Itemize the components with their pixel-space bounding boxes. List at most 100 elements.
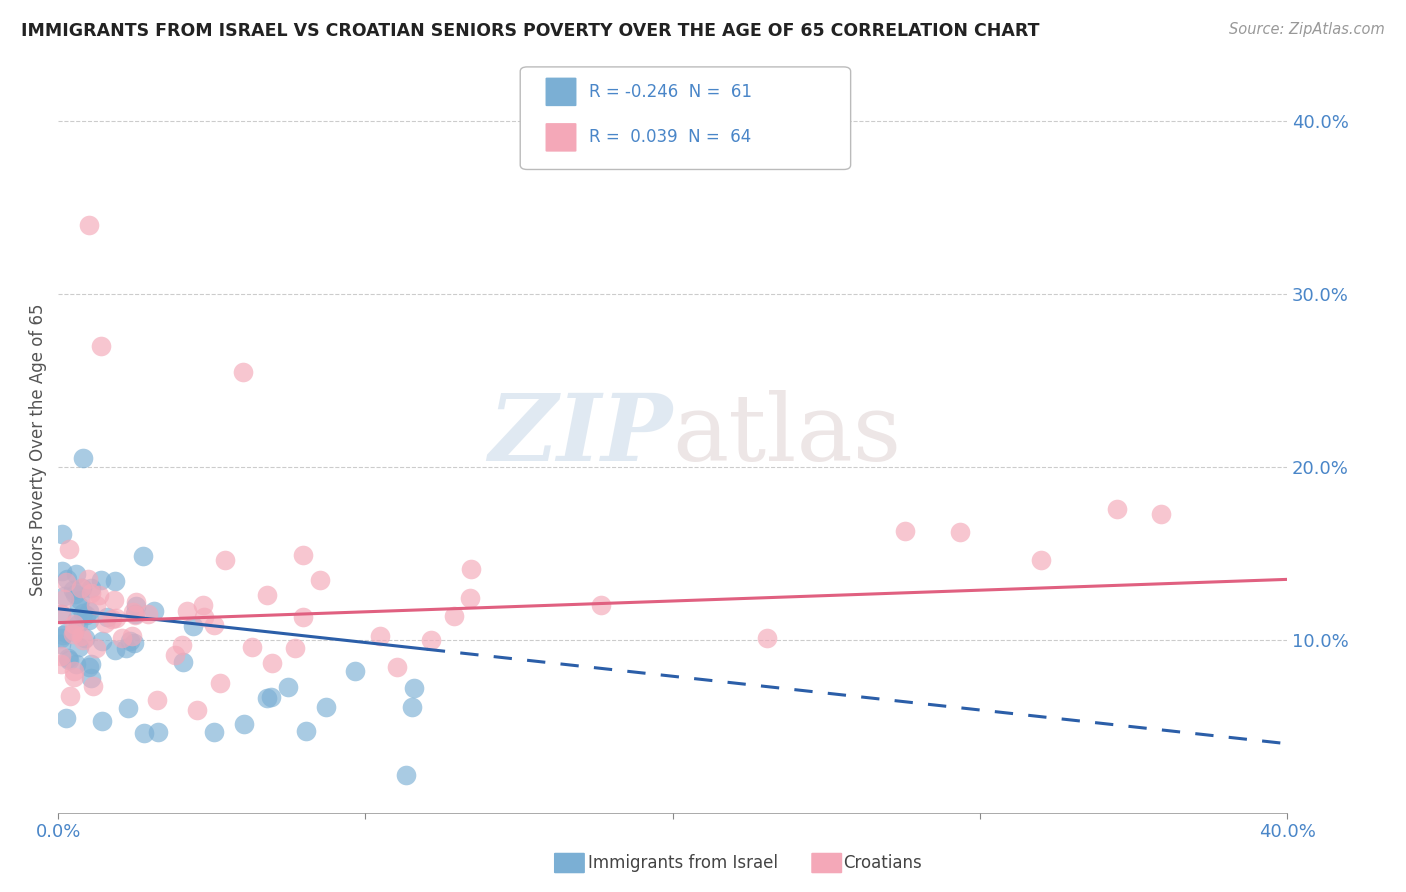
Point [117,701,139,715]
Point [63,616,86,631]
Point [176,604,198,618]
Point [103,593,125,607]
Text: Croatians: Croatians [844,854,922,872]
Point [72,607,94,621]
Point [77,218,100,232]
Point [55,711,77,725]
Point [52,591,75,606]
Point [79,604,101,618]
Point [894,524,917,539]
Point [90,339,112,353]
Point [132,549,155,564]
Point [52,628,75,642]
Point [104,643,127,657]
Point [53,589,76,603]
Point [132,726,155,740]
Point [1107,502,1129,516]
Point [84,598,107,612]
Text: R = -0.246  N =  61: R = -0.246 N = 61 [589,83,752,101]
Point [232,717,254,731]
Point [191,598,214,612]
Point [231,365,253,379]
Point [460,591,482,605]
Point [77,572,100,586]
Point [209,676,232,690]
Point [63,624,86,639]
Point [124,607,146,622]
Point [51,527,73,541]
Point [395,767,418,781]
Text: Immigrants from Israel: Immigrants from Israel [588,854,778,872]
Point [76,608,98,623]
Point [402,681,425,696]
Point [948,525,970,540]
Text: ZIP: ZIP [488,390,672,480]
Point [202,618,225,632]
Point [62,664,84,678]
Point [58,653,80,667]
Point [55,574,77,589]
Point [70,581,93,595]
Point [283,641,305,656]
Point [96,609,118,624]
Point [77,614,100,628]
Point [170,638,193,652]
Y-axis label: Seniors Poverty Over the Age of 65: Seniors Poverty Over the Age of 65 [30,303,46,596]
Point [315,700,337,714]
Point [82,679,104,693]
Point [122,605,145,619]
Point [51,564,73,578]
Point [443,609,465,624]
Point [80,671,103,685]
Point [105,611,128,625]
Point [111,631,134,645]
Point [122,635,145,649]
Point [262,657,284,671]
Point [67,640,90,655]
Point [87,589,110,603]
Point [124,599,146,614]
Point [51,607,73,622]
Text: R =  0.039  N =  64: R = 0.039 N = 64 [589,128,751,146]
Point [72,582,94,596]
Point [80,586,103,600]
Point [193,610,215,624]
Point [80,657,103,671]
Point [125,595,148,609]
Point [51,649,73,664]
Text: IMMIGRANTS FROM ISRAEL VS CROATIAN SENIORS POVERTY OVER THE AGE OF 65 CORRELATIO: IMMIGRANTS FROM ISRAEL VS CROATIAN SENIO… [21,22,1039,40]
Point [136,607,159,621]
Point [58,541,80,556]
Point [163,648,186,662]
Text: Source: ZipAtlas.com: Source: ZipAtlas.com [1229,22,1385,37]
Point [75,631,97,645]
Point [51,607,73,622]
Point [256,690,278,705]
Point [56,572,79,586]
Point [124,607,146,622]
Point [90,573,112,587]
Point [294,724,316,739]
Point [142,604,165,618]
Point [756,631,779,645]
Point [69,629,91,643]
Point [63,670,86,684]
Point [368,629,391,643]
Point [277,680,299,694]
Point [308,574,330,588]
Point [72,632,94,647]
Point [67,599,90,614]
Point [460,562,482,576]
Point [84,640,107,655]
Text: atlas: atlas [672,390,901,480]
Point [90,714,112,729]
Point [148,724,170,739]
Point [256,588,278,602]
Point [79,581,101,595]
Point [77,659,100,673]
Point [100,612,122,626]
Point [186,703,208,717]
Point [55,625,77,640]
Point [51,637,73,651]
Point [121,629,143,643]
